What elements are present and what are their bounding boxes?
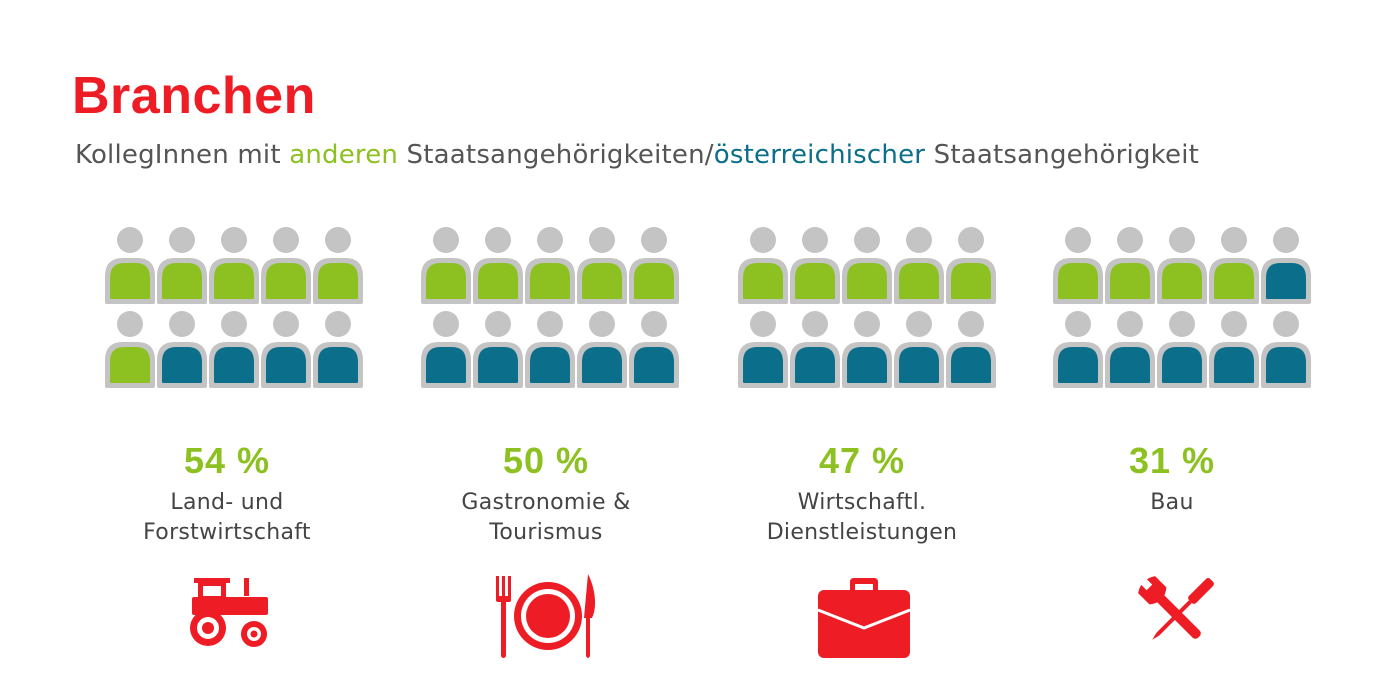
- percent-label: 31 %: [1128, 440, 1216, 481]
- person-austrian-citizenship: [1209, 311, 1259, 388]
- person-austrian-citizenship: [629, 311, 679, 388]
- person-austrian-citizenship: [946, 311, 996, 388]
- person-austrian-citizenship: [1105, 311, 1155, 388]
- percent-label: 54 %: [183, 440, 271, 481]
- person-austrian-citizenship: [1261, 311, 1311, 388]
- person-austrian-citizenship: [738, 311, 788, 388]
- person-austrian-citizenship: [209, 311, 259, 388]
- person-austrian-citizenship: [157, 311, 207, 388]
- person-other-citizenship: [1157, 227, 1207, 304]
- wrench-screwdriver-icon: [1136, 574, 1214, 640]
- person-other-citizenship: [738, 227, 788, 304]
- category-label: Gastronomie & Tourismus: [396, 488, 696, 548]
- pictogram-gastronomie-tourismus: [420, 226, 680, 390]
- person-grid: [737, 226, 997, 390]
- person-austrian-citizenship: [842, 311, 892, 388]
- person-other-citizenship: [105, 311, 155, 388]
- category-label: Bau: [1022, 488, 1322, 518]
- person-austrian-citizenship: [525, 311, 575, 388]
- category-label: Land- und Forstwirtschaft: [77, 488, 377, 548]
- person-austrian-citizenship: [421, 311, 471, 388]
- category-label-line-1: Wirtschaftl.: [797, 490, 927, 515]
- person-other-citizenship: [1053, 227, 1103, 304]
- person-other-citizenship: [157, 227, 207, 304]
- person-austrian-citizenship: [894, 311, 944, 388]
- subtitle-part-1: KollegInnen mit: [75, 140, 290, 170]
- person-other-citizenship: [525, 227, 575, 304]
- subtitle-green-word: anderen: [289, 140, 399, 170]
- tractor-icon: [190, 578, 268, 647]
- category-label-line-2: Forstwirtschaft: [143, 520, 311, 545]
- pictogram-wirtschaftliche-dienstleistungen: [737, 226, 997, 390]
- person-other-citizenship: [894, 227, 944, 304]
- person-other-citizenship: [261, 227, 311, 304]
- person-austrian-citizenship: [1261, 227, 1311, 304]
- person-grid: [104, 226, 364, 390]
- fork-plate-knife-icon: [496, 574, 596, 658]
- category-label-line-1: Land- und: [170, 490, 284, 515]
- category-label-line-1: Gastronomie &: [461, 490, 631, 515]
- category-label-line-2: Dienstleistungen: [766, 520, 958, 545]
- subtitle: KollegInnen mit anderen Staatsangehörigk…: [75, 140, 1199, 170]
- person-austrian-citizenship: [790, 311, 840, 388]
- person-grid: [420, 226, 680, 390]
- subtitle-part-2: Staatsangehörigkeiten/: [398, 140, 714, 170]
- person-other-citizenship: [209, 227, 259, 304]
- person-other-citizenship: [629, 227, 679, 304]
- person-austrian-citizenship: [313, 311, 363, 388]
- category-label: Wirtschaftl. Dienstleistungen: [712, 488, 1012, 548]
- person-other-citizenship: [842, 227, 892, 304]
- person-other-citizenship: [473, 227, 523, 304]
- category-label-line-1: Bau: [1150, 490, 1194, 515]
- subtitle-part-3: Staatsangehörigkeit: [925, 140, 1200, 170]
- subtitle-blue-word: österreichischer: [713, 140, 926, 170]
- briefcase-icon: [817, 578, 911, 658]
- person-austrian-citizenship: [473, 311, 523, 388]
- category-label-line-2: Tourismus: [489, 520, 603, 545]
- pictogram-bau: [1052, 226, 1312, 390]
- person-other-citizenship: [1209, 227, 1259, 304]
- person-austrian-citizenship: [1157, 311, 1207, 388]
- person-other-citizenship: [421, 227, 471, 304]
- percent-label: 47 %: [818, 440, 906, 481]
- person-grid: [1052, 226, 1312, 390]
- person-other-citizenship: [790, 227, 840, 304]
- person-austrian-citizenship: [1053, 311, 1103, 388]
- person-austrian-citizenship: [577, 311, 627, 388]
- person-other-citizenship: [577, 227, 627, 304]
- person-other-citizenship: [946, 227, 996, 304]
- percent-label: 50 %: [502, 440, 590, 481]
- pictogram-land-forstwirtschaft: [104, 226, 364, 390]
- person-austrian-citizenship: [261, 311, 311, 388]
- person-other-citizenship: [105, 227, 155, 304]
- person-other-citizenship: [313, 227, 363, 304]
- page-title: Branchen: [72, 67, 316, 125]
- person-other-citizenship: [1105, 227, 1155, 304]
